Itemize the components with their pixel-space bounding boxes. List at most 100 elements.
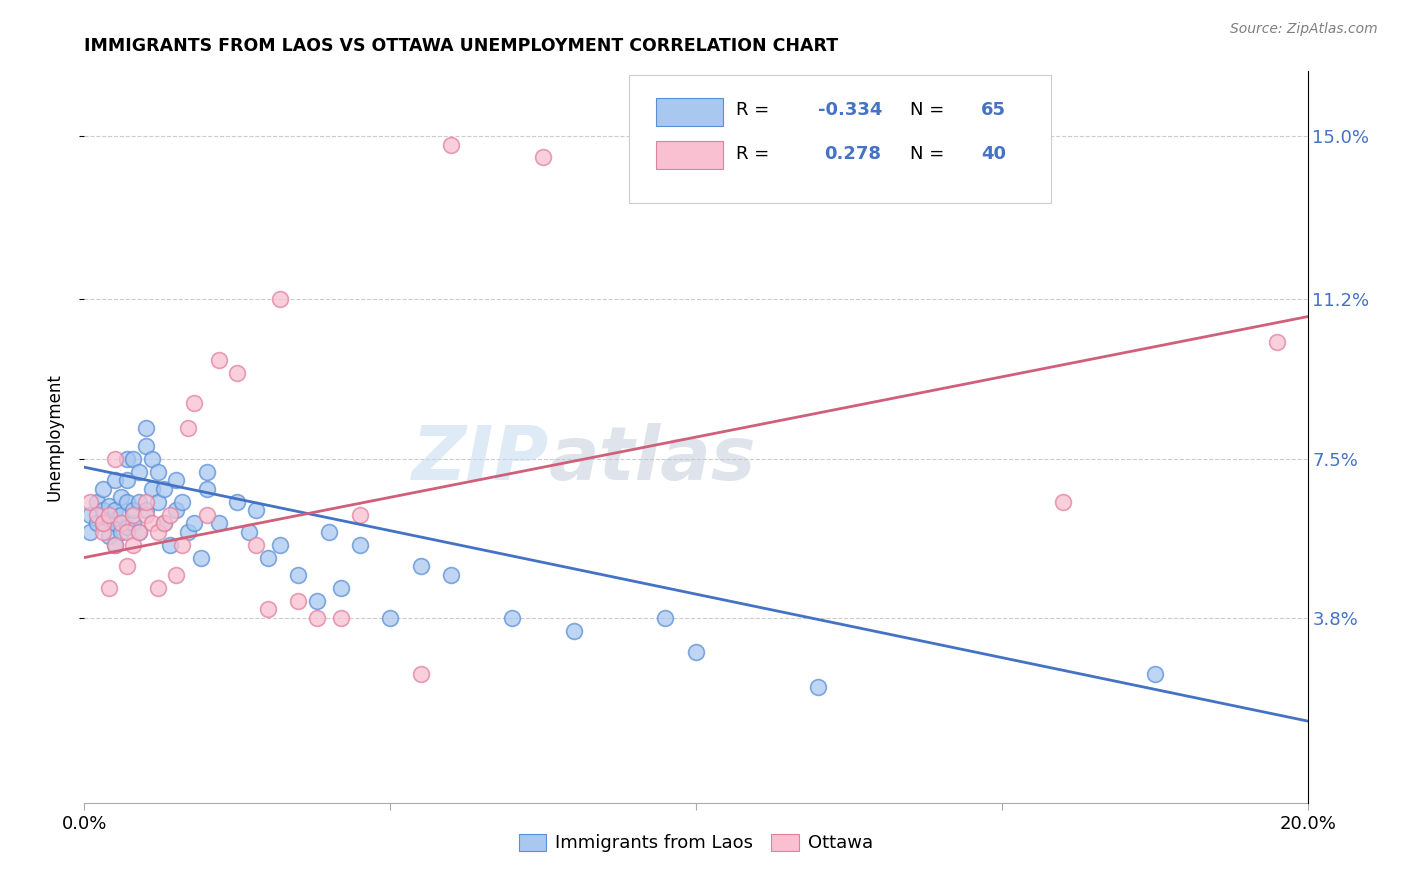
Point xyxy=(287,567,309,582)
Point xyxy=(807,680,830,694)
Text: R =: R = xyxy=(737,101,775,120)
Point xyxy=(165,473,187,487)
Point xyxy=(172,538,194,552)
Point xyxy=(115,451,138,466)
Point xyxy=(1052,494,1074,508)
Point xyxy=(141,482,163,496)
Point xyxy=(146,581,169,595)
Point xyxy=(110,516,132,530)
Point xyxy=(226,366,249,380)
Y-axis label: Unemployment: Unemployment xyxy=(45,373,63,501)
Point xyxy=(86,494,108,508)
Point xyxy=(409,666,432,681)
Point xyxy=(115,494,138,508)
Point xyxy=(330,611,353,625)
Point xyxy=(208,352,231,367)
Point xyxy=(91,503,114,517)
Point xyxy=(135,508,157,522)
Point xyxy=(146,465,169,479)
Point xyxy=(183,516,205,530)
Point xyxy=(122,503,145,517)
Point xyxy=(208,516,231,530)
Point xyxy=(115,520,138,534)
Point xyxy=(685,645,707,659)
Point xyxy=(110,491,132,505)
Point xyxy=(91,516,114,530)
Point xyxy=(141,516,163,530)
Text: 65: 65 xyxy=(981,101,1005,120)
Point xyxy=(380,611,402,625)
Point xyxy=(104,538,127,552)
FancyBboxPatch shape xyxy=(628,75,1050,203)
Point xyxy=(97,512,120,526)
Point xyxy=(128,494,150,508)
Point xyxy=(141,451,163,466)
Point xyxy=(97,499,120,513)
Point xyxy=(135,439,157,453)
Point xyxy=(165,567,187,582)
Point xyxy=(562,624,585,638)
Point xyxy=(195,465,218,479)
Point xyxy=(159,508,181,522)
Point xyxy=(531,150,554,164)
Point xyxy=(122,516,145,530)
Point xyxy=(122,451,145,466)
Point xyxy=(440,137,463,152)
Point xyxy=(97,529,120,543)
Point xyxy=(287,593,309,607)
Point xyxy=(91,516,114,530)
Point xyxy=(330,581,353,595)
Point xyxy=(1143,666,1166,681)
Point xyxy=(79,494,101,508)
Point xyxy=(104,473,127,487)
Point xyxy=(104,503,127,517)
Point xyxy=(146,524,169,539)
Point xyxy=(177,421,200,435)
Point xyxy=(97,508,120,522)
Point xyxy=(195,508,218,522)
Point xyxy=(128,524,150,539)
Point xyxy=(440,567,463,582)
Point xyxy=(110,508,132,522)
Point xyxy=(115,559,138,574)
Point xyxy=(257,550,280,565)
Point xyxy=(115,473,138,487)
Point xyxy=(165,503,187,517)
Point xyxy=(409,559,432,574)
FancyBboxPatch shape xyxy=(655,98,723,126)
Point xyxy=(305,611,328,625)
Point xyxy=(122,508,145,522)
FancyBboxPatch shape xyxy=(655,141,723,169)
Point xyxy=(190,550,212,565)
Point xyxy=(1265,335,1288,350)
Point xyxy=(86,508,108,522)
Text: IMMIGRANTS FROM LAOS VS OTTAWA UNEMPLOYMENT CORRELATION CHART: IMMIGRANTS FROM LAOS VS OTTAWA UNEMPLOYM… xyxy=(84,37,838,54)
Text: -0.334: -0.334 xyxy=(818,101,883,120)
Point xyxy=(104,516,127,530)
Point xyxy=(97,581,120,595)
Text: atlas: atlas xyxy=(550,423,756,496)
Point xyxy=(135,494,157,508)
Point xyxy=(104,451,127,466)
Point xyxy=(122,538,145,552)
Point xyxy=(257,602,280,616)
Point xyxy=(195,482,218,496)
Point xyxy=(226,494,249,508)
Point xyxy=(245,503,267,517)
Text: R =: R = xyxy=(737,145,775,163)
Point xyxy=(91,524,114,539)
Point xyxy=(135,421,157,435)
Point xyxy=(86,516,108,530)
Text: 0.278: 0.278 xyxy=(824,145,882,163)
Point xyxy=(153,482,176,496)
Point xyxy=(172,494,194,508)
Point xyxy=(269,293,291,307)
Point xyxy=(153,516,176,530)
Point xyxy=(159,538,181,552)
Point xyxy=(91,482,114,496)
Point xyxy=(305,593,328,607)
Point xyxy=(115,524,138,539)
Point xyxy=(349,508,371,522)
Point xyxy=(177,524,200,539)
Legend: Immigrants from Laos, Ottawa: Immigrants from Laos, Ottawa xyxy=(512,826,880,860)
